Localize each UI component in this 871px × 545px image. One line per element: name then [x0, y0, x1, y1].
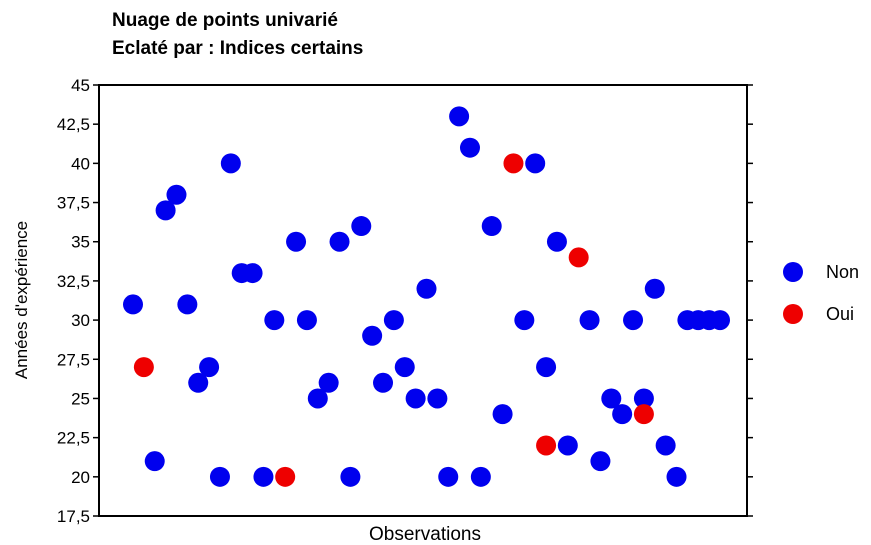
y-axis-label: Années d'expérience	[12, 221, 31, 379]
point-non	[666, 466, 687, 487]
y-tick-label: 37,5	[57, 194, 90, 213]
y-tick-label: 27,5	[57, 350, 90, 369]
point-non	[220, 153, 241, 174]
chart-title: Nuage de points univarié	[112, 10, 338, 31]
point-non	[155, 200, 176, 221]
point-non	[579, 310, 600, 331]
point-non	[362, 325, 383, 346]
point-non	[514, 310, 535, 331]
point-non	[492, 404, 513, 425]
point-oui	[503, 153, 524, 174]
point-non	[623, 310, 644, 331]
point-non	[296, 310, 317, 331]
y-axis: 17,5 20 22,5 25 27,5 30 32,5 35 37,5 40 42,5 45	[57, 76, 753, 526]
point-non	[449, 106, 470, 127]
point-non	[383, 310, 404, 331]
point-non	[590, 451, 611, 472]
point-non	[405, 388, 426, 409]
point-oui	[568, 247, 589, 268]
point-non	[329, 231, 350, 252]
point-non	[318, 372, 339, 393]
point-non	[144, 451, 165, 472]
y-tick-label: 22,5	[57, 429, 90, 448]
chart-subtitle: Eclaté par : Indices certains	[112, 38, 364, 59]
point-non	[481, 216, 502, 237]
point-non	[264, 310, 285, 331]
legend: Non Oui	[783, 262, 859, 324]
point-non	[199, 357, 220, 378]
point-non	[470, 466, 491, 487]
point-non	[242, 263, 263, 284]
legend-marker-oui	[783, 304, 803, 324]
point-non	[123, 294, 143, 315]
point-non	[601, 388, 622, 409]
x-axis-label: Observations	[369, 524, 481, 545]
point-non	[307, 388, 328, 409]
legend-marker-non	[783, 262, 803, 282]
point-non	[373, 372, 394, 393]
point-non	[612, 404, 633, 425]
point-non	[536, 357, 557, 378]
point-oui	[133, 357, 154, 378]
point-oui	[633, 404, 654, 425]
point-non	[710, 310, 730, 331]
point-non	[655, 435, 676, 456]
y-tick-label: 30	[71, 311, 90, 330]
y-tick-label: 35	[71, 233, 90, 252]
point-non	[286, 231, 307, 252]
point-non	[546, 231, 567, 252]
point-non	[416, 278, 437, 299]
point-non	[188, 372, 209, 393]
point-non	[459, 137, 480, 158]
point-non	[557, 435, 578, 456]
legend-label-oui: Oui	[826, 304, 854, 324]
point-non	[525, 153, 546, 174]
legend-label-non: Non	[826, 262, 859, 282]
point-non	[438, 466, 459, 487]
point-non	[340, 466, 361, 487]
data-points	[123, 106, 730, 487]
plot-frame	[98, 84, 748, 517]
y-tick-label: 32,5	[57, 272, 90, 291]
y-tick-label: 45	[71, 76, 90, 95]
y-tick-label: 40	[71, 154, 90, 173]
point-non	[351, 216, 372, 237]
point-non	[166, 184, 187, 205]
point-oui	[275, 466, 296, 487]
y-tick-label: 42,5	[57, 115, 90, 134]
y-tick-label: 20	[71, 468, 90, 487]
point-non	[253, 466, 274, 487]
point-non	[177, 294, 198, 315]
point-non	[644, 278, 665, 299]
point-oui	[536, 435, 557, 456]
y-tick-label: 25	[71, 389, 90, 408]
point-non	[633, 388, 654, 409]
point-non	[394, 357, 415, 378]
point-non	[209, 466, 230, 487]
y-tick-label: 17,5	[57, 507, 90, 526]
point-non	[427, 388, 448, 409]
